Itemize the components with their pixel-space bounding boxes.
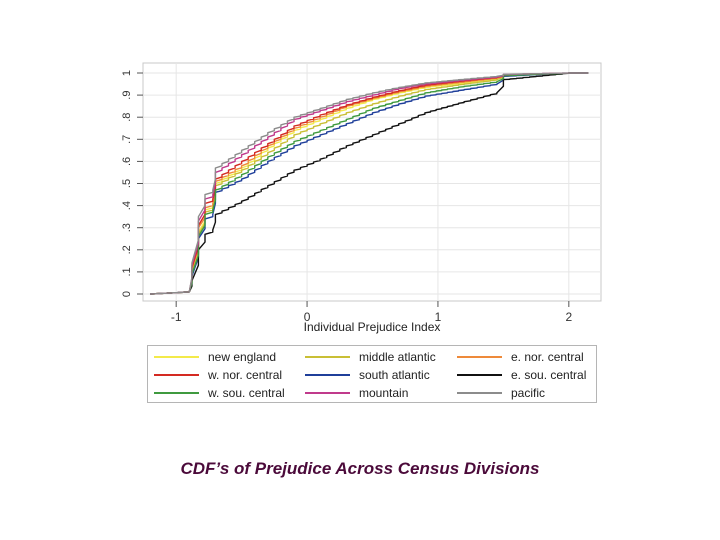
legend-swatch <box>305 356 350 358</box>
x-tick-label: 0 <box>304 310 311 324</box>
legend-item: south atlantic <box>305 368 430 382</box>
y-tick-label: .1 <box>121 267 133 276</box>
y-tick-label: .4 <box>121 201 133 210</box>
legend-label: pacific <box>511 386 546 400</box>
x-axis-label: Individual Prejudice Index <box>304 320 441 334</box>
legend-item: pacific <box>457 386 545 400</box>
legend-swatch <box>457 356 502 358</box>
series-line-e-sou-central <box>149 72 589 295</box>
legend-label: e. nor. central <box>511 350 584 364</box>
legend-label: middle atlantic <box>359 350 436 364</box>
legend-swatch <box>457 374 502 376</box>
legend-swatch <box>154 374 199 376</box>
series-line-pacific <box>149 72 589 295</box>
x-tick-label: -1 <box>171 310 182 324</box>
legend-item: mountain <box>305 386 408 400</box>
cdf-chart: 0 .1 .2 .3 .4 .5 .6 .7 .8 .9 1 -1 0 1 2 Individual Pre… <box>121 62 602 334</box>
legend-item: e. nor. central <box>457 350 584 364</box>
y-tick-label: .2 <box>121 245 133 254</box>
legend-swatch <box>154 392 199 394</box>
x-tick-label: 2 <box>565 310 572 324</box>
y-tick-label: .5 <box>121 179 133 188</box>
y-tick-label: 0 <box>121 291 133 297</box>
legend-label: w. nor. central <box>208 368 283 382</box>
y-tick-label: .8 <box>121 113 133 122</box>
legend-swatch <box>305 392 350 394</box>
y-tick-label: .6 <box>121 157 133 166</box>
figure-caption: CDF’s of Prejudice Across Census Divisio… <box>180 459 540 478</box>
legend-label: new england <box>208 350 277 364</box>
legend-swatch <box>305 374 350 376</box>
legend-swatch <box>154 356 199 358</box>
legend-item: new england <box>154 350 276 364</box>
y-tick-label: .3 <box>121 223 133 232</box>
legend-label: e. sou. central <box>511 368 587 382</box>
series-line-w-sou-central <box>149 72 589 295</box>
legend-item: e. sou. central <box>457 368 586 382</box>
legend-item: w. nor. central <box>154 368 282 382</box>
legend-label: south atlantic <box>359 368 430 382</box>
chart-legend: new england middle atlantic e. nor. centra… <box>147 345 597 403</box>
y-tick-label: .7 <box>121 135 133 144</box>
y-tick-label: .9 <box>121 91 133 100</box>
legend-label: w. sou. central <box>208 386 285 400</box>
legend-item: middle atlantic <box>305 350 436 364</box>
x-tick-label: 1 <box>435 310 442 324</box>
y-tick-label: 1 <box>121 70 133 76</box>
legend-item: w. sou. central <box>154 386 285 400</box>
legend-label: mountain <box>359 386 409 400</box>
legend-swatch <box>457 392 502 394</box>
